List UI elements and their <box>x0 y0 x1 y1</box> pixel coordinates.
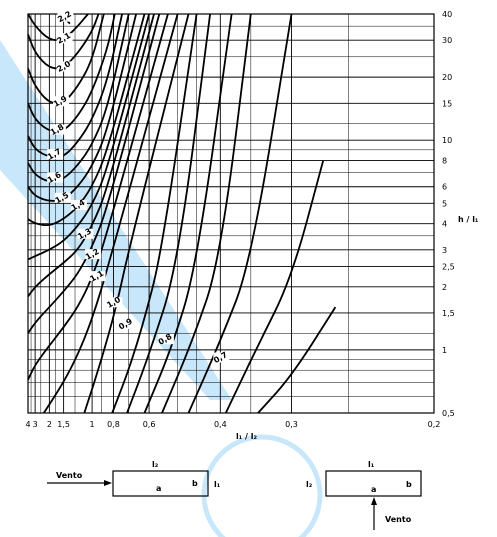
face-a-left: a <box>156 484 161 493</box>
series-curve-2-1 <box>27 13 89 42</box>
x-tick-label: 0,3 <box>285 420 298 429</box>
curve-label-2-2: 2,2 <box>56 9 73 24</box>
series-curve-unlabeled-19 <box>187 13 293 414</box>
dimension-right-left: l₁ <box>214 480 221 489</box>
series-curve-1-0 <box>27 13 169 381</box>
series-curve-1-7 <box>27 13 123 159</box>
face-a-right: a <box>371 485 376 494</box>
y-tick-label: 5 <box>442 199 447 208</box>
dimension-left-right: l₂ <box>306 480 313 489</box>
series-curve-1-2 <box>27 13 155 297</box>
label-backdrop <box>49 124 66 135</box>
abnt-watermark <box>0 40 323 537</box>
label-backdrop <box>106 297 123 308</box>
x-tick-label: 4 <box>25 420 30 429</box>
x-tick-label: 2 <box>47 420 52 429</box>
x-axis-title: l₁ / l₂ <box>236 432 257 441</box>
series-curve-1-3 <box>27 13 150 261</box>
series-curve-1-4 <box>27 13 146 227</box>
y-tick-label: 2,5 <box>442 262 455 271</box>
label-backdrop <box>53 96 70 107</box>
y-tick-label: 10 <box>442 136 452 145</box>
x-tick-label: 0,2 <box>428 420 441 429</box>
series-curve-2-0 <box>27 13 100 70</box>
series-curve-unlabeled-16 <box>126 13 211 414</box>
dimension-top-right: l₁ <box>368 460 375 469</box>
x-tick-label: 3 <box>33 420 38 429</box>
building-plan-right <box>325 470 422 497</box>
y-tick-label: 3 <box>442 246 447 255</box>
curve-label-0-9: 0,9 <box>117 316 134 331</box>
y-axis-title: h / l₁ <box>458 215 479 224</box>
wind-diagram-left: Vento l₂ l₁ a b <box>47 460 221 497</box>
label-backdrop <box>47 149 64 160</box>
series-curve-0-7 <box>111 13 198 414</box>
series-curve-0-9 <box>43 13 179 414</box>
series-curve-1-1 <box>27 13 161 334</box>
label-backdrop <box>70 200 87 211</box>
y-tick-label: 1,5 <box>442 309 455 318</box>
label-backdrop <box>56 33 73 44</box>
y-tick-label: 30 <box>442 36 452 45</box>
label-backdrop <box>47 172 64 183</box>
label-backdrop <box>57 11 74 22</box>
axis-titles: l₁ / l₂ h / l₁ <box>236 215 479 441</box>
label-backdrop <box>77 228 94 239</box>
x-tick-label: 0,8 <box>107 420 120 429</box>
label-backdrop <box>118 318 135 329</box>
x-tick-label: 1 <box>90 420 95 429</box>
y-tick-label: 4 <box>442 220 447 229</box>
label-backdrop <box>89 271 106 282</box>
wind-label-left: Vento <box>56 471 83 480</box>
y-tick-label: 6 <box>442 183 447 192</box>
y-tick-label: 0,5 <box>442 409 455 418</box>
y-tick-label: 40 <box>442 10 452 19</box>
y-tick-label: 15 <box>442 99 452 108</box>
series-curve-unlabeled-17 <box>143 13 233 414</box>
arrow-head-icon <box>104 480 112 486</box>
y-tick-label: 20 <box>442 73 452 82</box>
dimension-top-left: l₂ <box>152 460 159 469</box>
building-plan-left <box>112 470 209 497</box>
x-tick-label: 0,4 <box>214 420 227 429</box>
series-curve-unlabeled-18 <box>161 13 252 414</box>
x-tick-label: 0,6 <box>143 420 156 429</box>
series-curve-0-8 <box>83 13 190 414</box>
label-backdrop <box>157 334 174 345</box>
series-curve-unlabeled-20 <box>224 160 325 414</box>
face-b-left: b <box>192 479 198 488</box>
arrow-head-icon <box>371 497 377 505</box>
y-tick-label: 8 <box>442 157 447 166</box>
axis-ticks: 4 3 2 1,5 1 0,8 0,6 0,4 0,3 0,20,511,522,53456810… <box>25 10 454 429</box>
wind-diagram-right: Vento l₁ l₂ a b <box>306 460 422 530</box>
label-backdrop <box>213 352 230 363</box>
y-tick-label: 1 <box>442 346 447 355</box>
series-curve-1-6 <box>27 13 130 183</box>
label-backdrop <box>56 61 73 72</box>
y-tick-label: 2 <box>442 283 447 292</box>
series-curve-unlabeled-21 <box>257 306 337 414</box>
face-b-right: b <box>406 480 412 489</box>
chart-series <box>27 13 337 414</box>
watermark-seal <box>201 434 323 537</box>
label-backdrop <box>85 249 102 260</box>
x-tick-label: 1,5 <box>57 420 70 429</box>
curve-labels: 2,22,12,01,91,81,71,61,5 1,41,31,21,11,00… <box>46 9 230 365</box>
wind-label-right: Vento <box>385 515 412 524</box>
curve-label-1-9: 1,9 <box>52 94 69 109</box>
label-backdrop <box>54 192 71 203</box>
